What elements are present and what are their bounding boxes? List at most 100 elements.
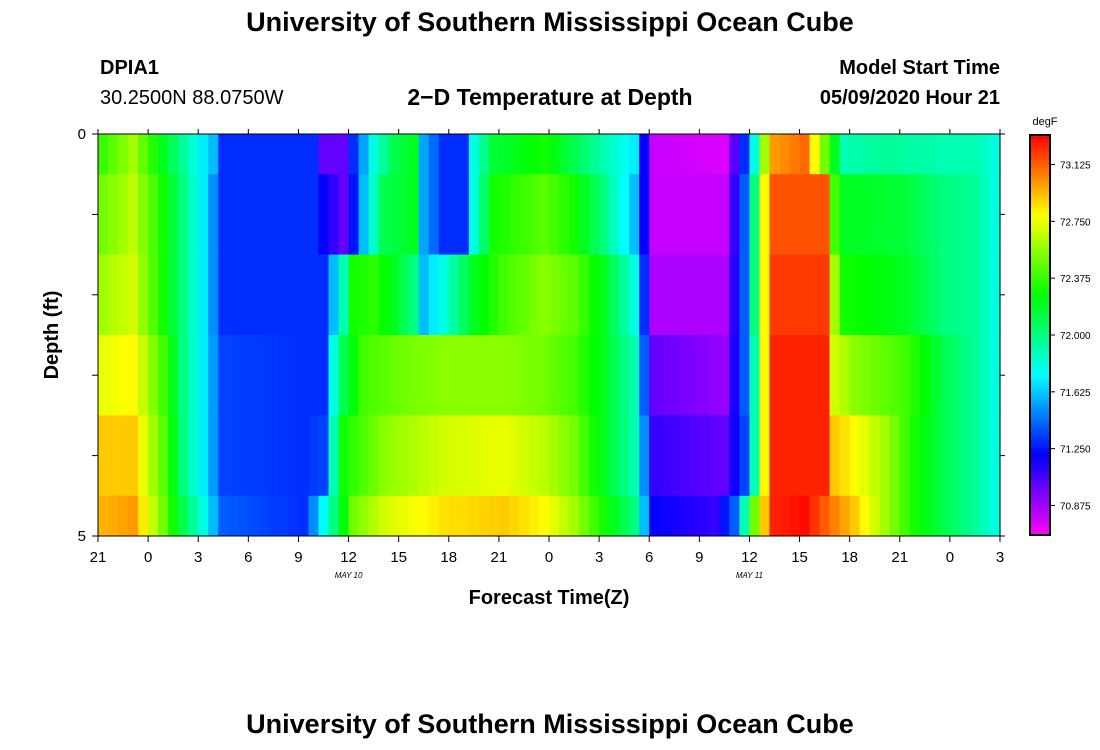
heatmap-cell: [739, 415, 751, 497]
heatmap-cell: [238, 415, 249, 497]
heatmap-cell: [238, 254, 249, 336]
heatmap-cell: [819, 415, 831, 497]
colorbar-segment: [1030, 389, 1050, 394]
heatmap-cell: [168, 254, 179, 336]
heatmap-cell: [869, 415, 881, 497]
colorbar-segment: [1030, 385, 1050, 391]
colorbar-segment: [1030, 222, 1050, 227]
heatmap-cell: [879, 174, 891, 255]
heatmap-cell: [98, 174, 109, 255]
colorbar-segment: [1030, 349, 1050, 354]
x-tick-label: 21: [90, 549, 107, 566]
heatmap-cell: [879, 335, 891, 416]
heatmap-cell: [709, 174, 720, 255]
heatmap-cell: [478, 495, 490, 537]
heatmap-cell: [739, 174, 751, 255]
colorbar-segment: [1030, 411, 1050, 416]
heatmap-cell: [709, 134, 720, 175]
colorbar-segment: [1030, 342, 1050, 347]
heatmap-cell: [809, 254, 821, 336]
heatmap-cell: [388, 335, 400, 416]
heatmap-cell: [789, 174, 801, 255]
heatmap-cell: [478, 415, 490, 497]
heatmap-cell: [398, 335, 410, 416]
colorbar-segment: [1030, 200, 1050, 205]
colorbar-segment: [1030, 367, 1050, 372]
heatmap-cell: [258, 335, 269, 416]
heatmap-cell: [178, 495, 189, 537]
heatmap-cell: [549, 335, 560, 416]
heatmap-cell: [669, 335, 680, 416]
heatmap-cell: [839, 335, 851, 416]
heatmap-cell: [949, 174, 961, 255]
heatmap-cell: [488, 254, 500, 336]
heatmap-cell: [659, 174, 670, 255]
heatmap-cell: [729, 174, 741, 255]
heatmap-cell: [589, 174, 600, 255]
colorbar-segment: [1030, 185, 1050, 191]
heatmap-cell: [318, 335, 330, 416]
x-tick-label: 21: [491, 549, 508, 566]
heatmap-cell: [218, 335, 229, 416]
heatmap-cell: [248, 174, 259, 255]
x-tick-label: 0: [144, 549, 152, 566]
colorbar-segment: [1030, 396, 1050, 401]
heatmap-cell: [328, 254, 340, 336]
heatmap-cell: [268, 495, 279, 537]
heatmap-cell: [448, 495, 460, 537]
heatmap-cell: [989, 174, 1001, 255]
colorbar-segment: [1030, 280, 1050, 285]
heatmap-cell: [268, 415, 279, 497]
heatmap-cell: [198, 335, 209, 416]
heatmap-cell: [979, 174, 991, 255]
heatmap-cell: [318, 415, 330, 497]
heatmap-cell: [549, 134, 560, 175]
heatmap-cell: [779, 415, 791, 497]
heatmap-cell: [919, 335, 931, 416]
heatmap-cell: [969, 174, 981, 255]
heatmap-cell: [859, 254, 871, 336]
heatmap-cell: [879, 415, 891, 497]
heatmap-cell: [468, 254, 480, 336]
heatmap-cell: [559, 495, 570, 537]
colorbar-segment: [1030, 382, 1050, 387]
colorbar-segment: [1030, 484, 1050, 489]
heatmap-cell: [178, 174, 189, 255]
heatmap-cell: [959, 134, 971, 175]
heatmap-cell: [709, 254, 720, 336]
heatmap-cell: [208, 335, 219, 416]
heatmap-cell: [128, 134, 139, 175]
heatmap-cell: [799, 254, 811, 336]
heatmap-cell: [298, 254, 310, 336]
colorbar-segment: [1030, 473, 1050, 478]
heatmap-cell: [589, 335, 600, 416]
heatmap-cell: [488, 174, 500, 255]
heatmap-cell: [378, 174, 390, 255]
heatmap-cell: [418, 134, 430, 175]
heatmap-cell: [368, 335, 380, 416]
heatmap-cell: [729, 495, 741, 537]
heatmap-cell: [248, 134, 259, 175]
heatmap-cell: [228, 415, 239, 497]
heatmap-cell: [979, 335, 991, 416]
heatmap-cell: [188, 254, 199, 336]
heatmap-cell: [368, 495, 380, 537]
heatmap-cell: [358, 174, 370, 255]
heatmap-cell: [98, 254, 109, 336]
heatmap-cell: [118, 174, 129, 255]
colorbar-segment: [1030, 316, 1050, 321]
colorbar-segment: [1030, 509, 1050, 514]
heatmap-cell: [198, 174, 209, 255]
heatmap-cell: [569, 495, 580, 537]
colorbar-segment: [1030, 498, 1050, 503]
heatmap-cell: [438, 495, 450, 537]
heatmap-cell: [849, 254, 861, 336]
heatmap-cell: [939, 415, 951, 497]
colorbar-segment: [1030, 193, 1050, 198]
heatmap-cell: [238, 495, 249, 537]
heatmap-cell: [829, 134, 841, 175]
heatmap-cell: [168, 415, 179, 497]
heatmap-cell: [288, 134, 300, 175]
x-tick-label: 0: [946, 549, 954, 566]
